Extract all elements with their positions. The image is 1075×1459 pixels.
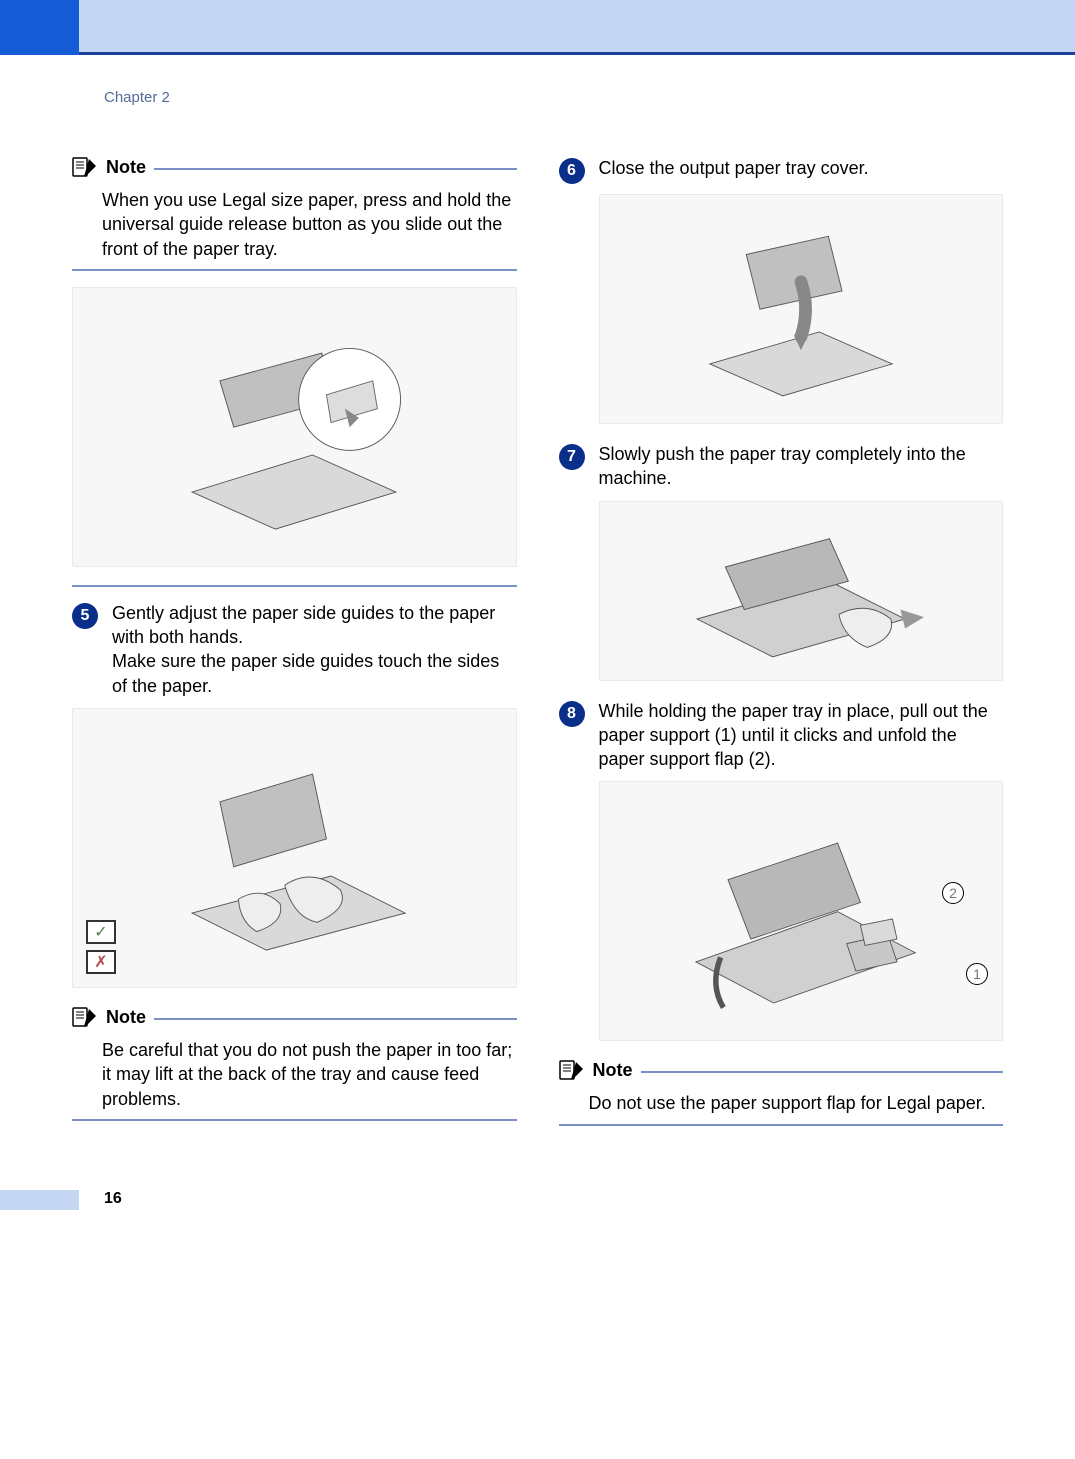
step-5: 5 Gently adjust the paper side guides to…	[72, 601, 517, 698]
pencil-note-icon	[559, 1059, 585, 1081]
note-label: Note	[106, 1007, 146, 1028]
note-text-2: Be careful that you do not push the pape…	[102, 1038, 517, 1111]
step-badge-7: 7	[559, 444, 585, 470]
header-band	[0, 0, 1075, 52]
note-block-1: Note When you use Legal size paper, pres…	[72, 156, 517, 271]
page-number: 16	[104, 1190, 122, 1208]
content-columns: Note When you use Legal size paper, pres…	[0, 106, 1075, 1142]
step-7: 7 Slowly push the paper tray completely …	[559, 442, 1004, 491]
header-rule	[79, 52, 1075, 55]
note-text-1: When you use Legal size paper, press and…	[102, 188, 517, 261]
left-column: Note When you use Legal size paper, pres…	[72, 156, 517, 1142]
step-text-6: Close the output paper tray cover.	[599, 156, 869, 180]
note-divider	[641, 1071, 1004, 1073]
pencil-note-icon	[72, 1006, 98, 1028]
right-column: 6 Close the output paper tray cover. 7 S…	[559, 156, 1004, 1142]
note-head: Note	[559, 1059, 1004, 1081]
note-block-3: Note Do not use the paper support flap f…	[559, 1059, 1004, 1125]
step-8: 8 While holding the paper tray in place,…	[559, 699, 1004, 772]
footer-tab	[0, 1190, 79, 1210]
figure-close-output-cover	[599, 194, 1004, 424]
figure-paper-support-flap: 2 1	[599, 781, 1004, 1041]
figure-tray-guide-release	[72, 287, 517, 567]
chapter-label: Chapter 2	[104, 89, 1075, 106]
callout-1: 1	[966, 963, 988, 985]
step-badge-5: 5	[72, 603, 98, 629]
note-head: Note	[72, 1006, 517, 1028]
note-divider	[154, 168, 517, 170]
note-label: Note	[593, 1060, 633, 1081]
step-text-8: While holding the paper tray in place, p…	[599, 699, 1004, 772]
step-text-5: Gently adjust the paper side guides to t…	[112, 601, 517, 698]
step-6: 6 Close the output paper tray cover.	[559, 156, 1004, 184]
figure-push-tray	[599, 501, 1004, 681]
step-badge-8: 8	[559, 701, 585, 727]
step-text-7: Slowly push the paper tray completely in…	[599, 442, 1004, 491]
note-block-2: Note Be careful that you do not push the…	[72, 1006, 517, 1121]
note-head: Note	[72, 156, 517, 178]
incorrect-icon: ✗	[86, 950, 116, 974]
correct-incorrect-inset: ✓ ✗	[86, 920, 116, 974]
correct-icon: ✓	[86, 920, 116, 944]
note-text-3: Do not use the paper support flap for Le…	[589, 1091, 1004, 1115]
note-label: Note	[106, 157, 146, 178]
section-divider	[72, 585, 517, 587]
left-margin-tab	[0, 0, 79, 55]
pencil-note-icon	[72, 156, 98, 178]
footer: 16	[0, 1182, 1075, 1210]
page: Chapter 2 Note When you use Legal size p…	[0, 0, 1075, 1210]
figure-adjust-side-guides	[72, 708, 517, 988]
step-badge-6: 6	[559, 158, 585, 184]
note-divider	[154, 1018, 517, 1020]
